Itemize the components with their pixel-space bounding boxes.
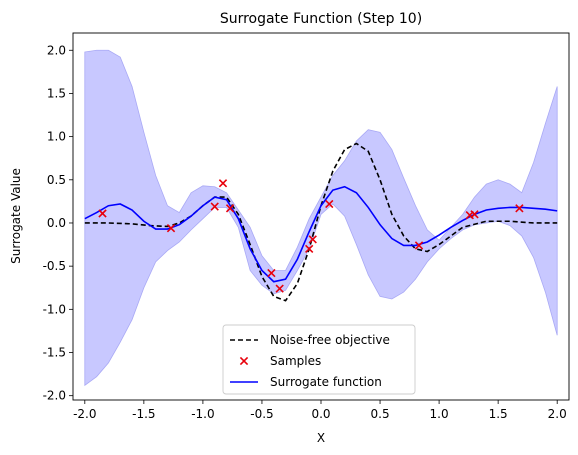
- y-tick-label: 0.5: [47, 173, 66, 187]
- y-tick-label: 1.0: [47, 130, 66, 144]
- legend-surrogate-label: Surrogate function: [270, 375, 382, 389]
- x-tick-label: -2.0: [73, 407, 96, 421]
- y-tick-label: 1.5: [47, 86, 66, 100]
- x-tick-label: -0.5: [250, 407, 273, 421]
- x-tick-label: 0.0: [311, 407, 330, 421]
- x-tick-label: 0.5: [371, 407, 390, 421]
- x-tick-label: 2.0: [548, 407, 567, 421]
- y-tick-label: -1.0: [43, 302, 66, 316]
- chart-title: Surrogate Function (Step 10): [220, 11, 422, 27]
- x-tick-label: -1.5: [132, 407, 155, 421]
- sample-point: [219, 180, 226, 187]
- x-tick-label: 1.5: [489, 407, 508, 421]
- x-tick-label: -1.0: [191, 407, 214, 421]
- y-tick-label: 0.0: [47, 216, 66, 230]
- legend-objective-label: Noise-free objective: [270, 333, 390, 347]
- x-axis: -2.0 -1.5 -1.0 -0.5 0.0 0.5 1.0 1.5 2.0: [73, 400, 567, 421]
- y-axis-label: Surrogate Value: [9, 168, 23, 264]
- y-tick-label: -0.5: [43, 259, 66, 273]
- y-tick-label: -1.5: [43, 346, 66, 360]
- x-tick-label: 1.0: [430, 407, 449, 421]
- legend: Noise-free objective Samples Surrogate f…: [223, 325, 415, 394]
- x-axis-label: X: [317, 431, 325, 445]
- y-axis: -2.0 -1.5 -1.0 -0.5 0.0 0.5 1.0 1.5 2.0: [43, 43, 73, 402]
- legend-samples-label: Samples: [270, 354, 321, 368]
- y-tick-label: -2.0: [43, 389, 66, 403]
- y-tick-label: 2.0: [47, 43, 66, 57]
